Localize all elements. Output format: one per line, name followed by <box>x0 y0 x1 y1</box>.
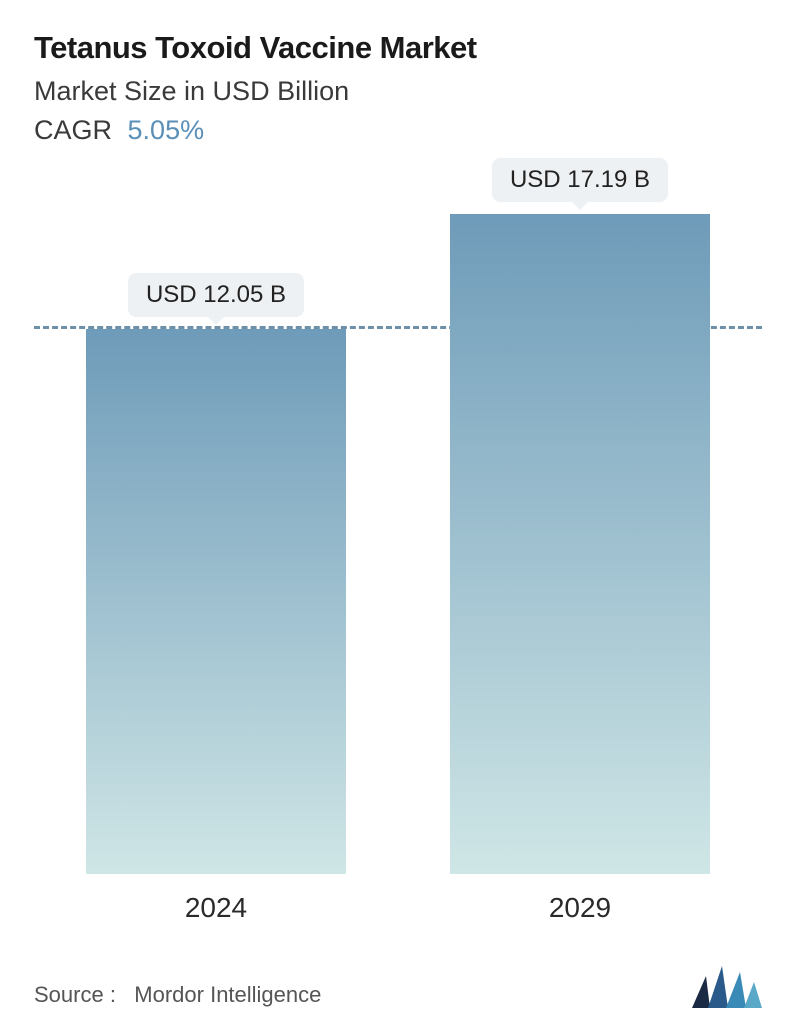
value-badge-1: USD 17.19 B <box>492 158 668 202</box>
bar-chart: USD 12.05 B USD 17.19 B 2024 2029 <box>34 176 762 916</box>
source-line: Source : Mordor Intelligence <box>34 982 321 1008</box>
mordor-logo-icon <box>692 964 762 1008</box>
value-badge-0: USD 12.05 B <box>128 273 304 317</box>
bar-1 <box>450 214 710 874</box>
chart-title: Tetanus Toxoid Vaccine Market <box>34 30 762 66</box>
x-label-0: 2024 <box>86 892 346 924</box>
cagr-label: CAGR <box>34 115 112 145</box>
bar-group-1: USD 17.19 B <box>450 158 710 874</box>
bar-0 <box>86 329 346 874</box>
chart-subtitle: Market Size in USD Billion <box>34 76 762 107</box>
bar-group-0: USD 12.05 B <box>86 273 346 874</box>
x-label-1: 2029 <box>450 892 710 924</box>
source-name: Mordor Intelligence <box>134 982 321 1007</box>
source-label: Source : <box>34 982 116 1007</box>
bars-row: USD 12.05 B USD 17.19 B <box>34 194 762 874</box>
cagr-row: CAGR 5.05% <box>34 115 762 146</box>
x-axis-labels: 2024 2029 <box>34 892 762 924</box>
cagr-value: 5.05% <box>128 115 205 145</box>
